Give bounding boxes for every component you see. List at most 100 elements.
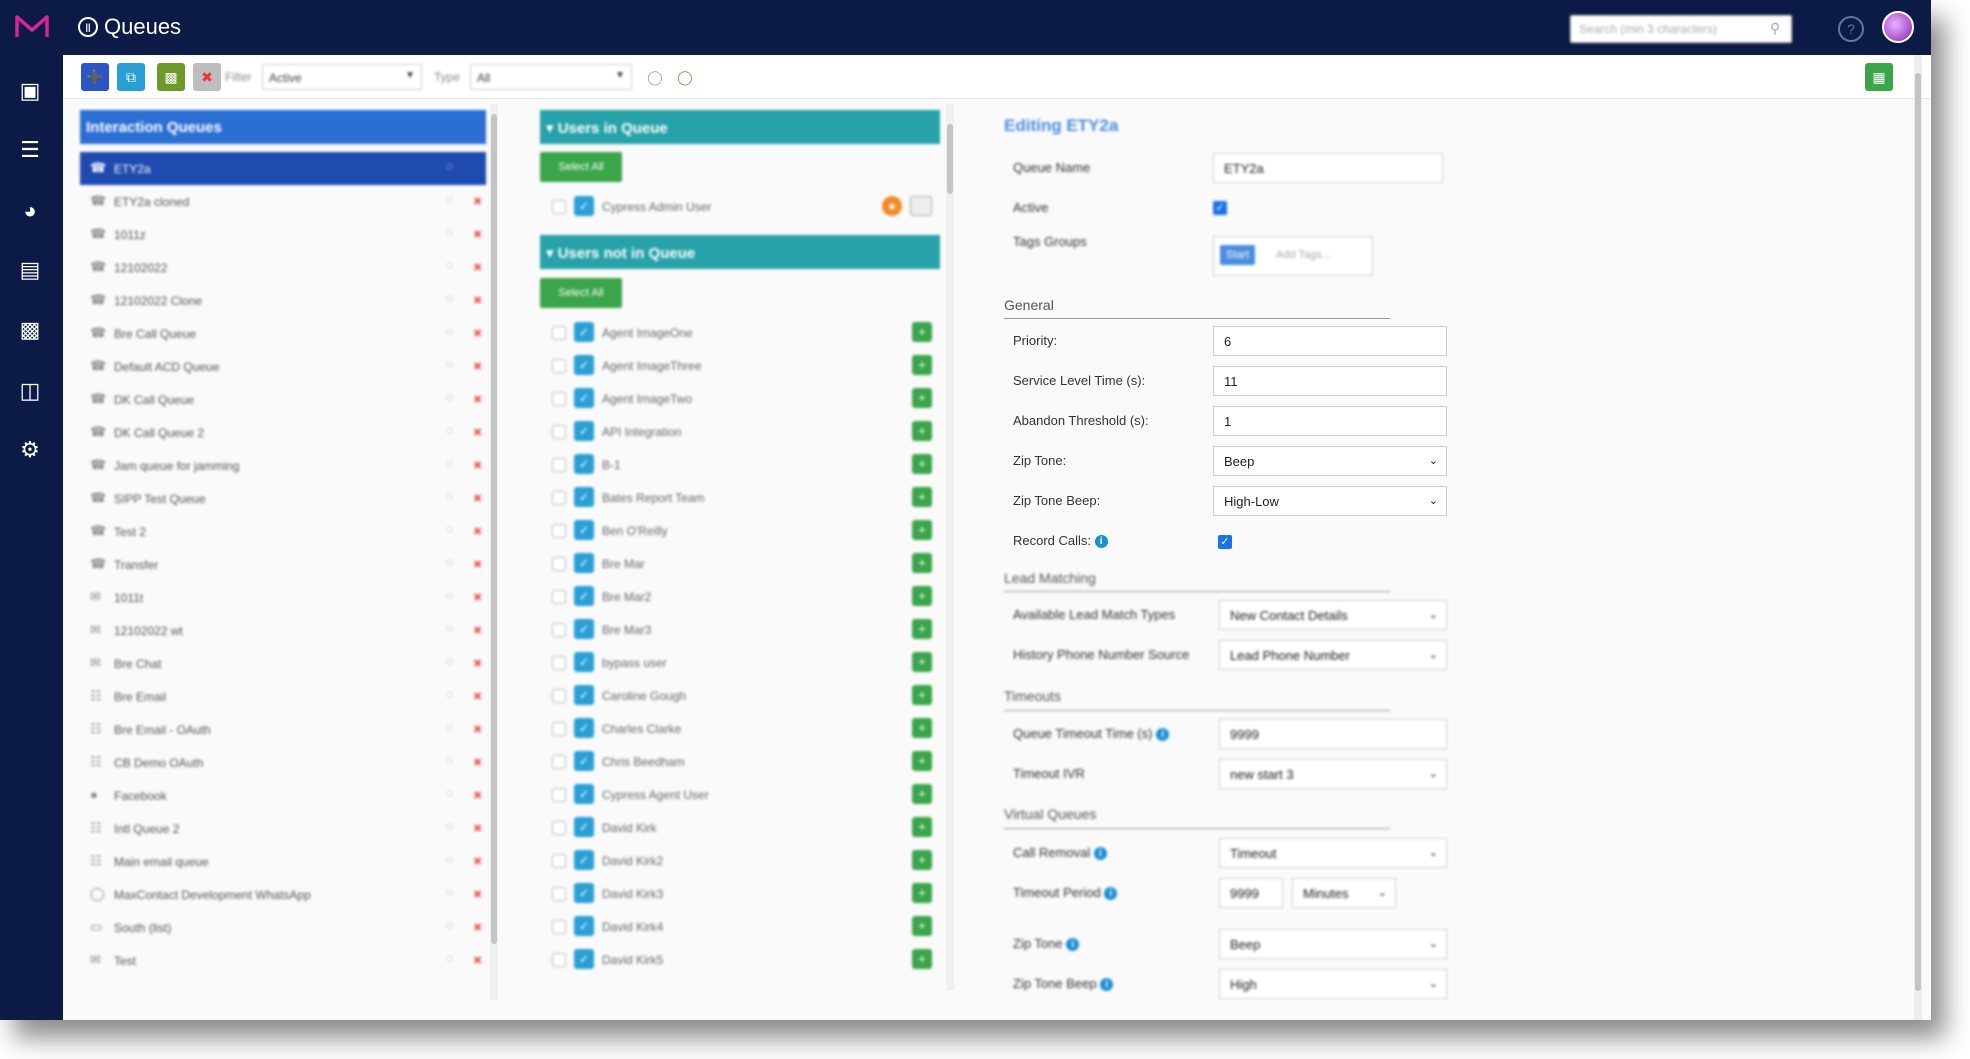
list-item[interactable]: ✓ B-1 + — [540, 448, 940, 481]
filter-select[interactable]: Active ▼ — [262, 64, 422, 90]
document-icon[interactable]: ◫ — [19, 378, 41, 403]
add-user-icon[interactable]: + — [912, 850, 932, 870]
checkbox[interactable] — [552, 788, 566, 802]
checkbox[interactable] — [552, 722, 566, 736]
add-user-icon[interactable]: + — [912, 355, 932, 375]
add-user-icon[interactable]: + — [912, 949, 932, 969]
add-user-icon[interactable]: + — [912, 784, 932, 804]
list-item[interactable]: ☎ SIPP Test Queue ◌ ✖ — [80, 482, 486, 515]
list-item[interactable]: ☎ ETY2a cloned ◌ ✖ — [80, 185, 486, 218]
list-item[interactable]: ☎ Jam queue for jamming ◌ ✖ — [80, 449, 486, 482]
tag-chip[interactable]: Start — [1220, 245, 1256, 265]
add-user-icon[interactable]: + — [912, 322, 932, 342]
tag-icon[interactable]: ◌ — [446, 555, 454, 569]
delete-icon[interactable]: ✖ — [473, 559, 483, 571]
history-phone-number-source-select[interactable]: Lead Phone Number ⌄ — [1219, 640, 1447, 670]
list-item[interactable]: ☎ DK Call Queue ◌ ✖ — [80, 383, 486, 416]
remove-user-icon[interactable] — [910, 196, 932, 216]
tag-add-icon[interactable]: ◯ — [677, 69, 693, 85]
add-user-icon[interactable]: + — [912, 454, 932, 474]
list-item[interactable]: ✓ Bre Mar3 + — [540, 613, 940, 646]
tags-field[interactable]: Start Add Tags... — [1213, 236, 1373, 276]
list-item[interactable]: ✓ Cypress Admin User ● — [540, 190, 940, 223]
zip-tone-select[interactable]: Beep ⌄ — [1213, 446, 1447, 476]
list-item[interactable]: ✓ Agent ImageTwo + — [540, 382, 940, 415]
copy-icon[interactable]: ⧉ — [117, 63, 145, 91]
delete-icon[interactable]: ✖ — [473, 790, 483, 802]
export-icon[interactable]: ▦ — [1865, 63, 1893, 91]
checkbox[interactable] — [552, 953, 566, 967]
delete-icon[interactable]: ✖ — [473, 856, 483, 868]
add-user-icon[interactable]: + — [912, 586, 932, 606]
delete-icon[interactable]: ✖ — [473, 394, 483, 406]
checkbox[interactable] — [552, 821, 566, 835]
list-item[interactable]: ✓ API Integration + — [540, 415, 940, 448]
list-item[interactable]: ● Facebook ◌ ✖ — [80, 779, 486, 812]
checkbox[interactable] — [552, 200, 566, 214]
vq-zip-tone-beep-select[interactable]: High ⌄ — [1219, 969, 1447, 999]
delete-icon[interactable]: ✖ — [473, 262, 483, 274]
delete-icon[interactable]: ✖ — [473, 955, 483, 967]
tag-icon[interactable]: ◌ — [446, 654, 454, 668]
list-item[interactable]: ☎ Transfer ◌ ✖ — [80, 548, 486, 581]
tag-icon[interactable]: ◌ — [446, 324, 454, 338]
call-removal-select[interactable]: Timeout ⌄ — [1219, 838, 1447, 868]
delete-icon[interactable]: ✖ — [473, 823, 483, 835]
info-icon[interactable]: i — [1066, 938, 1080, 952]
tag-icon[interactable]: ◌ — [446, 819, 454, 833]
tag-icon[interactable]: ◌ — [446, 225, 454, 239]
vq-zip-tone-select[interactable]: Beep ⌄ — [1219, 929, 1447, 959]
tag-icon[interactable]: ◌ — [446, 258, 454, 272]
delete-icon[interactable]: ✖ — [473, 889, 483, 901]
zip-tone-beep-select[interactable]: High-Low ⌄ — [1213, 486, 1447, 516]
delete-icon[interactable]: ✖ — [473, 229, 483, 241]
tag-icon[interactable]: ◌ — [446, 159, 454, 173]
list-item[interactable]: ✓ David Kirk3 + — [540, 877, 940, 910]
help-icon[interactable]: ? — [1838, 16, 1864, 42]
checkbox[interactable] — [552, 656, 566, 670]
select-all-in-queue-button[interactable]: Select All — [540, 152, 622, 182]
checkbox[interactable] — [552, 854, 566, 868]
brand-logo[interactable] — [14, 12, 50, 42]
tag-icon[interactable]: ◌ — [446, 390, 454, 404]
list-item[interactable]: ☎ ETY2a ◌ — [80, 152, 486, 185]
available-lead-match-types-select[interactable]: New Contact Details ⌄ — [1219, 600, 1447, 630]
tag-icon[interactable]: ◌ — [446, 753, 454, 767]
list-item[interactable]: ✓ bypass user + — [540, 646, 940, 679]
info-icon[interactable]: i — [1156, 728, 1170, 742]
queue-name-field[interactable]: ETY2a — [1213, 153, 1443, 183]
list-item[interactable]: ✓ David Kirk + — [540, 811, 940, 844]
tag-icon[interactable]: ◌ — [446, 489, 454, 503]
record-calls-checkbox[interactable]: ✓ — [1218, 535, 1232, 549]
tag-icon[interactable]: ◌ — [446, 588, 454, 602]
type-select[interactable]: All ▼ — [470, 64, 632, 90]
add-user-icon[interactable]: + — [912, 619, 932, 639]
tag-icon[interactable]: ◌ — [446, 687, 454, 701]
tag-icon[interactable]: ◌ — [446, 786, 454, 800]
delete-icon[interactable]: ✖ — [473, 196, 483, 208]
contacts-icon[interactable]: ▩ — [19, 317, 41, 342]
info-icon[interactable]: i — [1094, 535, 1108, 549]
delete-icon[interactable]: ✖ — [473, 757, 483, 769]
add-user-icon[interactable]: + — [912, 817, 932, 837]
queue-list-scroll-thumb[interactable] — [491, 114, 497, 944]
list-item[interactable]: ☎ Bre Call Queue ◌ ✖ — [80, 317, 486, 350]
add-user-icon[interactable]: + — [912, 421, 932, 441]
settings-icon[interactable]: ⚙ — [20, 437, 40, 462]
user-list-scroll-thumb[interactable] — [947, 124, 953, 194]
checkbox[interactable] — [552, 491, 566, 505]
list-item[interactable]: ☷ Bre Email ◌ ✖ — [80, 680, 486, 713]
checkbox[interactable] — [552, 425, 566, 439]
list-item[interactable]: ✓ David Kirk4 + — [540, 910, 940, 943]
timeout-period-field[interactable]: 9999 — [1219, 878, 1283, 908]
checkbox[interactable] — [552, 326, 566, 340]
delete-icon[interactable]: ✖ — [473, 493, 483, 505]
collapse-icon[interactable]: ▾ — [546, 120, 554, 137]
inbox-icon[interactable]: ▣ — [19, 78, 41, 103]
delete-icon[interactable]: ✖ — [193, 63, 221, 91]
list-item[interactable]: ☷ Bre Email - OAuth ◌ ✖ — [80, 713, 486, 746]
delete-icon[interactable]: ✖ — [473, 658, 483, 670]
tag-icon[interactable]: ◌ — [446, 357, 454, 371]
dashboard-icon[interactable]: ◕ — [23, 198, 37, 223]
list-item[interactable]: ☎ DK Call Queue 2 ◌ ✖ — [80, 416, 486, 449]
